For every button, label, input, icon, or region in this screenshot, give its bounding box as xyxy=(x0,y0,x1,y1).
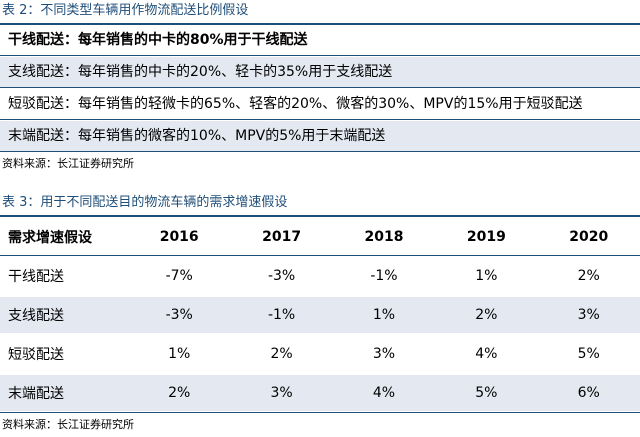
table2-row-lastmile: 末端配送：每年销售的微客的10%、MPV的5%用于末端配送 xyxy=(0,121,640,151)
table3-header-rule xyxy=(0,255,640,256)
table2-row-shuttle: 短驳配送：每年销售的轻微卡的65%、轻客的20%、微客的30%、MPV的15%用… xyxy=(8,96,583,112)
table-cell: 3% xyxy=(577,307,600,323)
table3-top-rule xyxy=(0,215,640,217)
table3-header-year: 2017 xyxy=(262,228,302,245)
row-label: 干线配送 xyxy=(8,269,64,285)
row-label: 短驳配送 xyxy=(8,347,64,363)
table3-header-year: 2016 xyxy=(159,228,199,245)
table2-row-branch: 支线配送：每年销售的中卡的20%、轻卡的35%用于支线配送 xyxy=(0,57,640,87)
table2-divider xyxy=(0,55,640,56)
table-cell: -3% xyxy=(165,307,193,323)
table2-divider xyxy=(0,87,640,88)
table-cell: -7% xyxy=(165,268,193,284)
row-label: 末端配送 xyxy=(8,386,64,402)
table3-header-year: 2019 xyxy=(466,228,506,245)
table-cell: -1% xyxy=(370,268,398,284)
table-cell: 1% xyxy=(372,307,396,323)
table-cell: 3% xyxy=(372,346,396,362)
table-cell: -3% xyxy=(267,268,296,284)
table-cell: -1% xyxy=(267,307,296,323)
table2-caption: 表 2：不同类型车辆用作物流配送比例假设 xyxy=(2,3,249,18)
table3-header-year: 2018 xyxy=(364,228,404,245)
table-row: 干线配送 -7% -3% -1% 1% 2% xyxy=(0,258,640,294)
table-cell: 3% xyxy=(270,385,293,401)
table-row: 短驳配送 1% 2% 3% 4% 5% xyxy=(0,336,640,372)
table2-top-rule xyxy=(0,23,640,25)
table3-header-row: 需求增速假设 2016 2017 2018 2019 2020 xyxy=(0,219,640,254)
table-cell: 6% xyxy=(577,385,600,401)
table-cell: 2% xyxy=(577,268,600,284)
table-row: 末端配送 2% 3% 4% 5% 6% xyxy=(0,375,640,411)
table3-header-label: 需求增速假设 xyxy=(8,229,92,246)
row-label: 支线配送 xyxy=(8,308,64,324)
table-cell: 2% xyxy=(475,307,498,323)
table-cell: 4% xyxy=(372,385,396,401)
table-row: 支线配送 -3% -1% 1% 2% 3% xyxy=(0,297,640,333)
table-cell: 5% xyxy=(577,346,600,362)
table3-caption: 表 3：用于不同配送目的物流车辆的需求增速假设 xyxy=(2,195,288,210)
table3-source: 资料来源：长江证券研究所 xyxy=(2,418,134,431)
table2-bottom-rule xyxy=(0,151,640,152)
table2-source: 资料来源：长江证券研究所 xyxy=(2,157,134,170)
table-cell: 2% xyxy=(168,385,191,401)
table2-row-trunk: 干线配送：每年销售的中卡的80%用于干线配送 xyxy=(8,32,308,48)
table-cell: 5% xyxy=(475,385,498,401)
table3-bottom-rule xyxy=(0,412,640,413)
table-cell: 2% xyxy=(270,346,293,362)
table-cell: 1% xyxy=(168,346,191,362)
table3-header-year: 2020 xyxy=(569,228,609,245)
table-cell: 1% xyxy=(475,268,498,284)
table2-divider xyxy=(0,119,640,120)
table-cell: 4% xyxy=(475,346,498,362)
